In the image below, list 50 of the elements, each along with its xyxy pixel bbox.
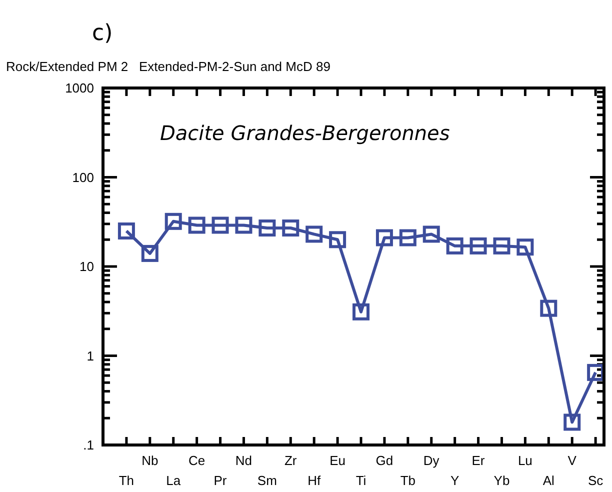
x-tick-label: Sm bbox=[257, 473, 277, 488]
point bbox=[470, 237, 487, 254]
point bbox=[141, 244, 158, 262]
point bbox=[422, 226, 440, 243]
x-tick-label: V bbox=[568, 453, 577, 468]
point bbox=[446, 237, 464, 254]
point bbox=[235, 216, 252, 234]
x-tick-label: Ce bbox=[188, 453, 206, 468]
point bbox=[258, 220, 276, 236]
y-tick-label: 10 bbox=[80, 259, 94, 274]
x-tick-label: Ti bbox=[356, 473, 366, 488]
point bbox=[352, 303, 370, 320]
point bbox=[164, 212, 182, 230]
point bbox=[282, 220, 300, 236]
annotation: Dacite Grandes-Bergeronnes bbox=[160, 121, 450, 145]
x-tick-label: La bbox=[166, 473, 182, 488]
x-tick-label: Yb bbox=[494, 473, 510, 488]
x-tick-label: Nb bbox=[142, 453, 158, 468]
x-tick-label: Gd bbox=[376, 453, 394, 468]
point bbox=[306, 226, 323, 243]
x-tick-label: Sc bbox=[588, 473, 604, 488]
point bbox=[329, 231, 346, 248]
x-tick-label: Lu bbox=[518, 453, 532, 468]
x-tick-label: Eu bbox=[330, 453, 346, 468]
y-tick-label: .1 bbox=[83, 438, 94, 453]
point bbox=[564, 414, 581, 431]
point bbox=[493, 237, 510, 254]
point bbox=[188, 216, 206, 234]
y-tick-label: 1 bbox=[86, 348, 94, 364]
x-tick-label: Dy bbox=[423, 453, 440, 468]
point bbox=[399, 229, 416, 246]
text: c) bbox=[92, 21, 113, 46]
x-tick-label: Al bbox=[542, 473, 555, 488]
x-tick-label: Er bbox=[472, 453, 486, 468]
x-tick-label: Tb bbox=[400, 473, 416, 488]
x-tick-label: Hf bbox=[308, 473, 321, 488]
x-tick-label: Nd bbox=[235, 453, 252, 468]
x-tick-label: Pr bbox=[214, 473, 228, 488]
point bbox=[376, 229, 393, 246]
y-tick-label: 100 bbox=[72, 170, 94, 185]
x-tick-label: Th bbox=[118, 473, 134, 488]
y-tick-label: 1000 bbox=[65, 80, 94, 96]
chart-title: Rock/Extended PM 2 Extended-PM-2-Sun and McD 89 bbox=[6, 59, 330, 74]
point bbox=[118, 222, 135, 240]
x-tick-label: Y bbox=[450, 473, 460, 488]
point bbox=[212, 216, 229, 234]
point bbox=[587, 364, 604, 381]
x-tick-label: Zr bbox=[284, 453, 298, 468]
point bbox=[540, 300, 558, 317]
point bbox=[516, 238, 534, 256]
